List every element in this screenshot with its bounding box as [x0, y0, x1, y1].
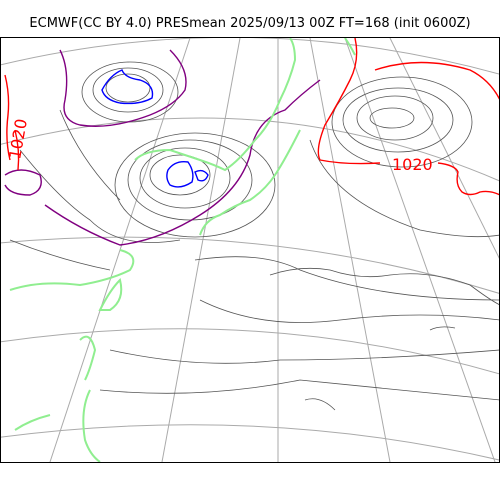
map-frame [0, 37, 500, 463]
isobar-label-1020-east: 1020 [392, 155, 433, 174]
isobars-red [4, 38, 499, 196]
graticule [1, 38, 499, 462]
coastline [9, 38, 356, 462]
chart-title: ECMWF(CC BY 4.0) PRESmean 2025/09/13 00Z… [29, 16, 471, 31]
isobars-blue [101, 69, 209, 188]
isobars-purple [4, 49, 321, 246]
land-outline [269, 267, 499, 411]
isobars-gray [9, 61, 499, 401]
